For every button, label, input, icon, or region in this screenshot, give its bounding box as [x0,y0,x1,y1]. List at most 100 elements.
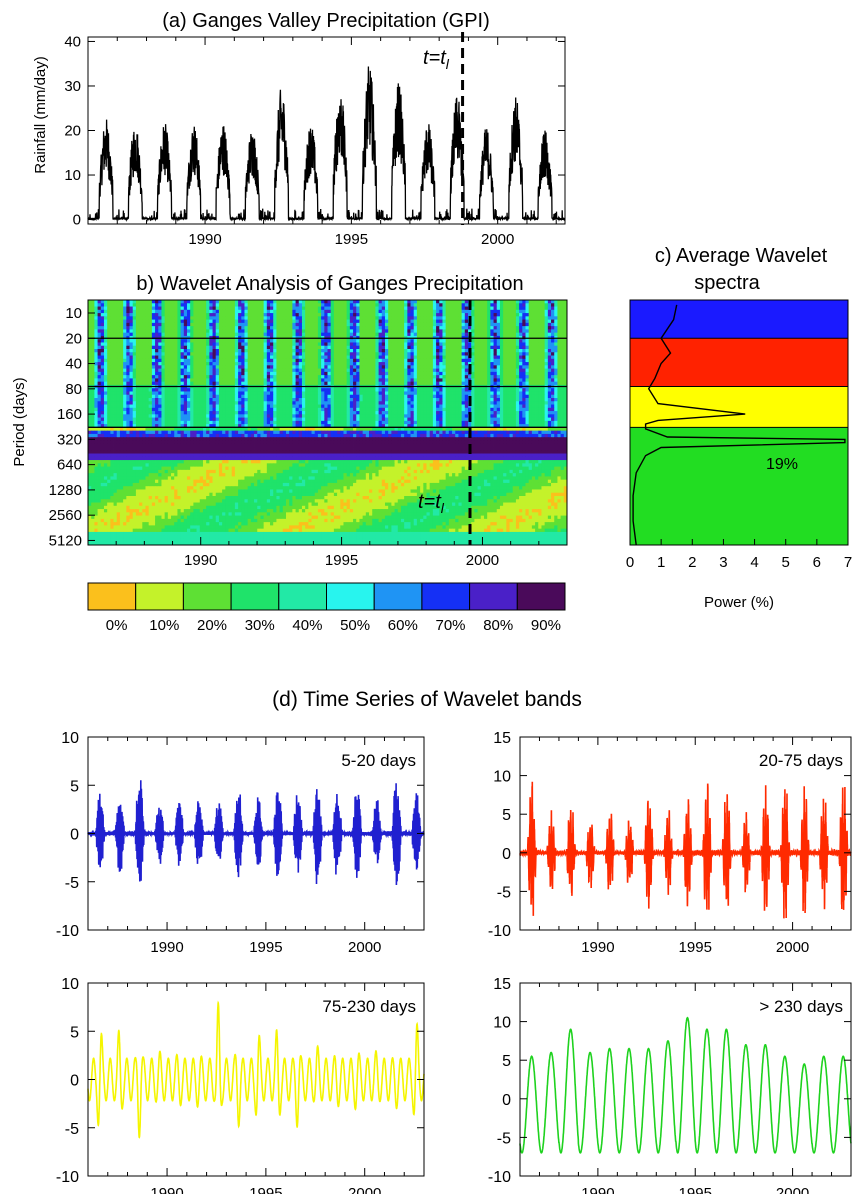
heat-cell [113,358,118,363]
heat-cell [250,319,255,324]
heat-cell [247,388,252,392]
heat-cell [241,345,245,350]
heat-cell [554,398,558,402]
heat-cell [317,381,322,386]
heat-cell [519,401,523,405]
heat-cell [531,358,536,363]
heat-cell [337,394,341,399]
heat-cell [420,362,424,366]
heat-cell [333,362,338,366]
heat-cell [206,300,210,304]
heat-cell [142,358,146,363]
heat-cell [273,365,277,369]
heat-cell [250,316,255,320]
heat-cell [139,352,143,356]
heat-cell [158,381,162,386]
heat-cell [509,329,514,334]
heat-cell [404,309,408,314]
heat-cell [295,332,300,337]
heat-cell [171,368,175,373]
heat-cell [384,391,389,396]
heat-cell [241,329,245,334]
heat-cell [321,368,325,373]
heat-cell [400,365,405,369]
heat-cell [384,371,389,376]
heat-cell [541,401,546,405]
heat-cell [266,300,271,304]
heat-cell [394,375,399,379]
heat-cell [257,339,261,343]
heat-cell [557,368,562,373]
heat-cell [116,322,121,327]
heat-cell [493,345,498,350]
heat-cell [493,309,498,314]
heat-cell [148,388,153,392]
heat-cell [123,303,127,307]
heat-cell [155,303,159,307]
heat-cell [528,358,533,363]
heat-cell [356,358,360,363]
heat-cell [126,342,130,347]
heat-cell [97,329,102,334]
heat-cell [107,342,111,347]
heat-cell [190,345,194,350]
heat-cell [282,401,287,405]
heat-cell [404,358,408,363]
heat-cell [333,326,338,330]
heat-cell [448,329,453,334]
heat-cell [260,368,265,373]
heat-cell [458,362,463,366]
heat-cell [487,349,491,353]
heat-cell [183,394,188,399]
heat-cell [554,303,558,307]
heat-cell [317,352,322,356]
heat-cell [426,322,431,327]
heat-cell [359,378,364,383]
heat-cell [493,404,498,409]
heat-cell [410,365,415,369]
heat-cell [333,352,338,356]
heat-cell [113,300,118,304]
heat-cell [91,381,95,386]
heat-cell [132,381,137,386]
heat-cell [295,365,300,369]
heat-cell [384,300,389,304]
heat-cell [167,358,172,363]
heat-cell [244,322,249,327]
heat-cell [474,375,478,379]
heat-cell [404,339,408,343]
heat-cell [416,316,421,320]
heat-cell [155,362,159,366]
heat-cell [496,300,501,304]
heat-cell [528,352,533,356]
heat-cell [551,309,555,314]
heat-cell [276,332,280,337]
heat-cell [528,362,533,366]
heat-cell [407,326,411,330]
heat-cell [544,394,549,399]
heat-cell [423,365,427,369]
heat-cell [346,394,351,399]
heat-cell [394,316,399,320]
heat-cell [285,365,290,369]
heat-cell [560,378,565,383]
heat-cell [301,313,306,317]
heat-cell [330,394,335,399]
heat-cell [158,368,162,373]
heat-cell [97,306,102,311]
heat-cell [471,339,475,343]
heat-cell [452,401,456,405]
heat-cell [512,398,517,402]
heat-cell [522,368,526,373]
heat-cell [196,329,201,334]
heat-cell [244,329,249,334]
heat-cell [455,371,459,376]
heat-cell [353,355,357,360]
heat-cell [126,398,130,402]
heat-cell [547,349,552,353]
heat-cell [416,381,421,386]
heat-cell [391,345,395,350]
heat-cell [359,365,364,369]
heat-cell [206,329,210,334]
heat-cell [509,300,514,304]
